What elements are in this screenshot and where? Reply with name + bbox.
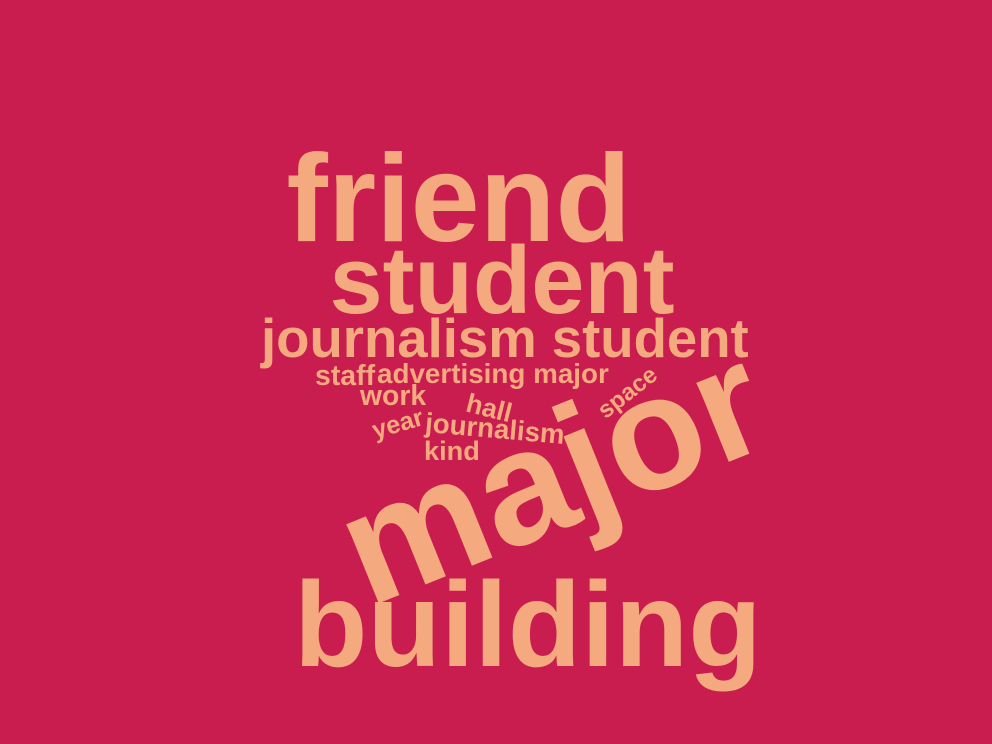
word-work: work xyxy=(360,380,427,412)
word-friend: friend xyxy=(286,130,632,268)
word-kind: kind xyxy=(424,434,480,466)
word-advertising-major: advertising major xyxy=(377,358,609,389)
word-journalism-student: journalism student xyxy=(261,307,749,369)
word-staff: staff xyxy=(315,360,376,392)
word-student: student xyxy=(329,227,675,334)
word-building: building xyxy=(294,558,762,692)
